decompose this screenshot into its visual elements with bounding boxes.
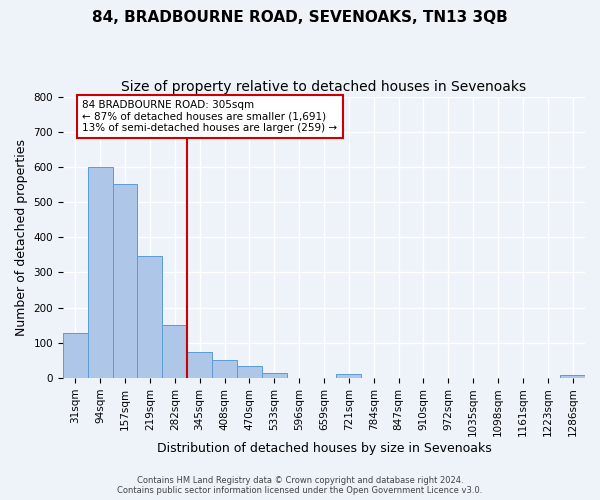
Bar (63, 334, 88, 378)
Bar (337, 374, 361, 378)
Bar (212, 360, 237, 378)
Title: Size of property relative to detached houses in Sevenoaks: Size of property relative to detached ho… (121, 80, 527, 94)
Text: 84 BRADBOURNE ROAD: 305sqm
← 87% of detached houses are smaller (1,691)
13% of s: 84 BRADBOURNE ROAD: 305sqm ← 87% of deta… (82, 100, 337, 134)
Text: Contains HM Land Registry data © Crown copyright and database right 2024.
Contai: Contains HM Land Registry data © Crown c… (118, 476, 482, 495)
Y-axis label: Number of detached properties: Number of detached properties (15, 139, 28, 336)
Bar (560, 375, 585, 378)
X-axis label: Distribution of detached houses by size in Sevenoaks: Distribution of detached houses by size … (157, 442, 491, 455)
Bar (137, 256, 163, 378)
Bar (88, 167, 113, 378)
Text: 84, BRADBOURNE ROAD, SEVENOAKS, TN13 3QB: 84, BRADBOURNE ROAD, SEVENOAKS, TN13 3QB (92, 10, 508, 25)
Bar (262, 374, 287, 378)
Bar (163, 325, 187, 378)
Bar (187, 352, 212, 378)
Bar (113, 184, 137, 378)
Bar (237, 366, 262, 378)
